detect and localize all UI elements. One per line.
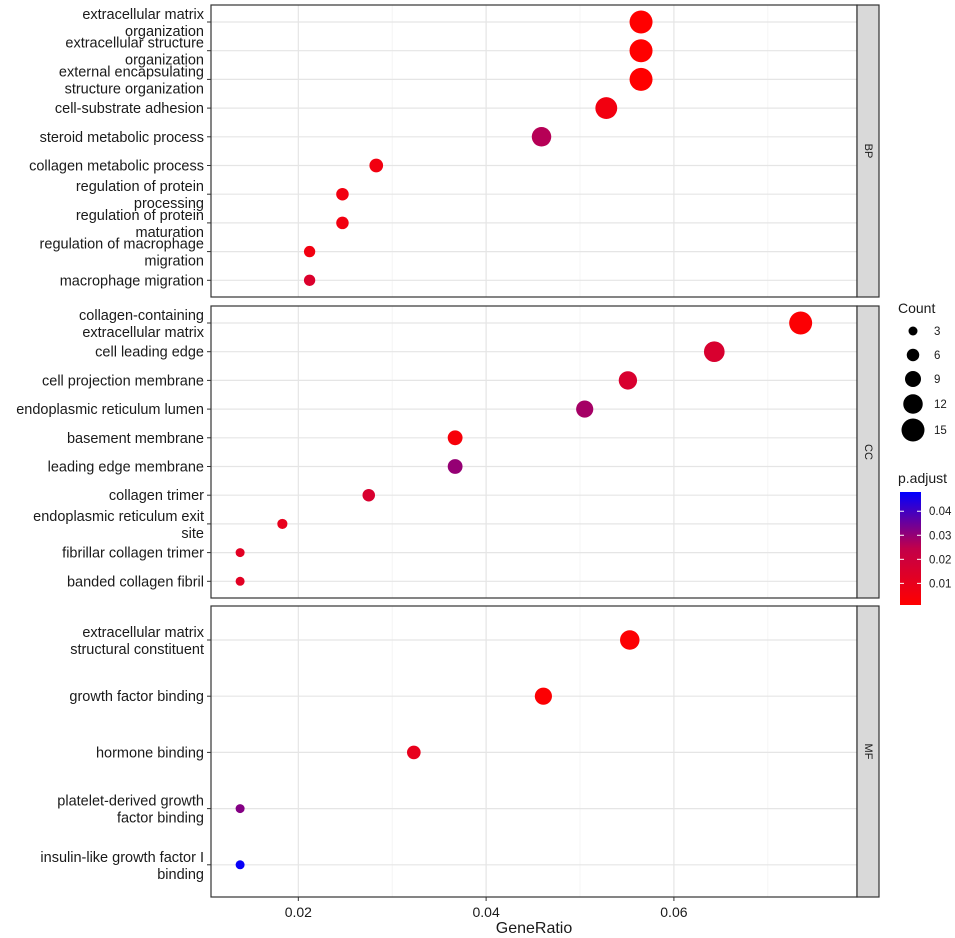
data-point	[629, 39, 653, 63]
data-point	[235, 576, 245, 586]
facet-panel-bp: extracellular matrixorganizationextracel…	[29, 4, 880, 298]
term-label: extracellular matrix	[82, 625, 204, 641]
facet-strip-label: BP	[862, 144, 874, 159]
data-point	[336, 216, 349, 230]
term-label: banded collagen fibril	[67, 574, 204, 590]
colorbar-tick-label: 0.03	[929, 530, 951, 542]
term-label-line2: organization	[125, 24, 204, 40]
term-label: collagen metabolic process	[29, 159, 204, 175]
panel-background	[211, 306, 857, 598]
term-label-line2: binding	[157, 867, 204, 883]
facet-strip-label: CC	[862, 444, 874, 460]
term-label: basement membrane	[67, 431, 204, 447]
count-legend-dot	[903, 394, 923, 414]
term-label-line2: organization	[125, 53, 204, 69]
term-label: regulation of macrophage	[40, 237, 204, 253]
colorbar-tick-label: 0.02	[929, 554, 951, 566]
p-adjust-legend-title: p.adjust	[898, 470, 947, 486]
term-label: hormone binding	[96, 745, 204, 761]
count-legend-title: Count	[898, 300, 935, 316]
data-point	[235, 860, 245, 870]
x-tick-label: 0.06	[660, 904, 687, 920]
term-label: external encapsulating	[59, 64, 204, 80]
data-point	[629, 67, 653, 91]
data-point	[789, 311, 813, 335]
colorbar-tick-label: 0.01	[929, 578, 951, 590]
data-point	[303, 245, 316, 258]
term-label: collagen-containing	[79, 308, 204, 324]
term-label: cell-substrate adhesion	[55, 101, 204, 117]
count-legend-dot	[906, 348, 920, 362]
count-legend-label: 15	[934, 425, 947, 437]
data-point	[336, 187, 349, 201]
count-legend-dot	[901, 418, 925, 442]
data-point	[629, 10, 653, 34]
data-point	[406, 745, 421, 760]
count-legend: Count 3 6 9 12 15	[898, 300, 947, 442]
facet-strip	[856, 305, 880, 599]
panel-background	[211, 606, 857, 897]
term-label: endoplasmic reticulum exit	[33, 509, 204, 525]
term-label: collagen trimer	[109, 488, 204, 504]
term-label: cell leading edge	[95, 345, 204, 361]
data-point	[369, 158, 384, 173]
data-point	[235, 548, 245, 558]
data-point	[576, 400, 594, 418]
term-label: insulin-like growth factor I	[40, 850, 204, 866]
term-label-line2: factor binding	[117, 811, 204, 827]
data-point	[703, 341, 725, 363]
term-label-line2: maturation	[135, 225, 204, 241]
data-point	[277, 518, 288, 529]
data-point	[447, 430, 463, 446]
p-adjust-legend: p.adjust 0.04 0.03 0.02 0.01	[898, 470, 952, 605]
term-label: steroid metabolic process	[40, 130, 204, 146]
term-label-line2: structure organization	[65, 81, 204, 97]
colorbar-tick-label: 0.04	[929, 506, 952, 518]
term-label-line2: migration	[144, 254, 204, 270]
data-point	[534, 687, 552, 705]
term-label: macrophage migration	[60, 273, 204, 289]
term-label: endoplasmic reticulum lumen	[16, 402, 204, 418]
count-legend-label: 3	[934, 326, 940, 338]
facet-panels: extracellular matrixorganizationextracel…	[16, 4, 880, 898]
facet-strip-label: MF	[862, 744, 874, 760]
term-label: fibrillar collagen trimer	[62, 546, 204, 562]
count-legend-label: 9	[934, 374, 940, 386]
x-axis: GeneRatio 0.02 0.04 0.06	[285, 897, 688, 937]
data-point	[620, 630, 640, 650]
term-label-line2: processing	[134, 196, 204, 212]
count-legend-dot	[908, 326, 918, 336]
term-label: extracellular structure	[65, 36, 204, 52]
term-label-line2: extracellular matrix	[82, 325, 204, 341]
data-point	[595, 97, 618, 120]
term-label: regulation of protein	[76, 208, 204, 224]
term-label-line2: site	[181, 526, 204, 542]
count-legend-dot	[905, 371, 921, 387]
x-axis-title: GeneRatio	[496, 920, 573, 937]
panel-background	[211, 5, 857, 297]
data-point	[447, 459, 463, 474]
data-point	[235, 804, 245, 814]
data-point	[618, 371, 638, 390]
term-label: platelet-derived growth	[57, 794, 204, 810]
facet-strip	[856, 605, 880, 898]
x-tick-label: 0.02	[285, 904, 312, 920]
term-label: leading edge membrane	[48, 460, 204, 476]
x-tick-label: 0.04	[472, 904, 499, 920]
term-label: growth factor binding	[69, 689, 204, 705]
term-label-line2: structural constituent	[70, 642, 204, 658]
term-label: regulation of protein	[76, 179, 204, 195]
term-label: extracellular matrix	[82, 7, 204, 23]
data-point	[531, 127, 552, 147]
term-label: cell projection membrane	[42, 373, 204, 389]
data-point	[303, 274, 316, 286]
count-legend-label: 12	[934, 399, 947, 411]
count-legend-label: 6	[934, 350, 940, 362]
p-adjust-colorbar	[900, 492, 921, 605]
data-point	[362, 488, 375, 502]
facet-strip	[856, 4, 880, 298]
